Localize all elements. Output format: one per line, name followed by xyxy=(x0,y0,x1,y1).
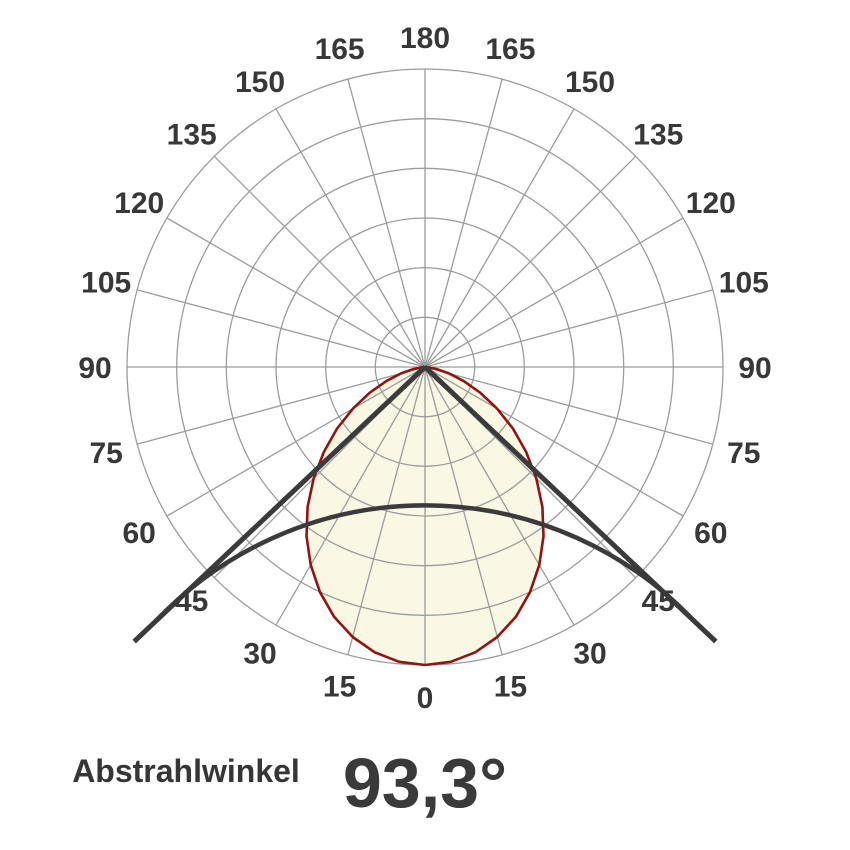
grid-spoke xyxy=(347,79,426,368)
angle-tick-label: 60 xyxy=(123,517,156,550)
intensity-lobe-outline xyxy=(305,365,545,667)
grid-spoke xyxy=(424,217,684,368)
angle-tick-label: 105 xyxy=(719,266,769,299)
angle-tick-label: 165 xyxy=(315,33,365,66)
grid-spoke xyxy=(424,155,637,368)
angle-tick-label: 90 xyxy=(78,352,111,385)
angle-tick-label: 30 xyxy=(573,638,606,671)
angle-tick-label: 90 xyxy=(738,352,771,385)
angle-tick-label: 75 xyxy=(90,437,123,470)
grid-spoke xyxy=(424,366,713,445)
angle-tick-label: 105 xyxy=(81,266,131,299)
angle-tick-label: 135 xyxy=(167,119,217,152)
grid-spoke xyxy=(347,366,426,655)
grid-spoke xyxy=(137,289,426,368)
grid-spoke xyxy=(424,108,575,368)
beam-angle-value: 93,3° xyxy=(342,744,508,822)
angle-tick-label: 60 xyxy=(694,517,727,550)
angle-tick-label: 30 xyxy=(243,638,276,671)
angle-tick-label: 15 xyxy=(494,671,527,704)
angle-tick-label: 120 xyxy=(686,187,736,220)
grid-spoke xyxy=(424,289,713,368)
angle-tick-label: 135 xyxy=(633,119,683,152)
angle-tick-label: 180 xyxy=(400,22,450,55)
beam-angle-label: Abstrahlwinkel xyxy=(72,753,300,789)
angle-tick-label: 165 xyxy=(485,33,535,66)
angle-tick-label: 150 xyxy=(235,66,285,99)
grid-spoke xyxy=(166,217,426,368)
angle-tick-label: 150 xyxy=(565,66,615,99)
angle-tick-label: 120 xyxy=(114,187,164,220)
grid-spoke xyxy=(424,366,684,517)
grid-spoke xyxy=(166,366,426,517)
grid-spoke xyxy=(137,366,426,445)
grid-spoke xyxy=(213,155,426,368)
grid-spoke xyxy=(424,79,503,368)
beam-arc xyxy=(153,503,697,624)
angle-tick-label: 15 xyxy=(323,671,356,704)
angle-tick-label: 75 xyxy=(727,437,760,470)
angle-tick-label: 45 xyxy=(175,585,208,618)
angle-tick-label: 0 xyxy=(417,682,434,715)
grid-spoke xyxy=(424,366,575,626)
angle-tick-label: 45 xyxy=(642,585,675,618)
grid-spoke xyxy=(424,366,503,655)
grid-spoke xyxy=(275,108,426,368)
grid-spoke xyxy=(275,366,426,626)
